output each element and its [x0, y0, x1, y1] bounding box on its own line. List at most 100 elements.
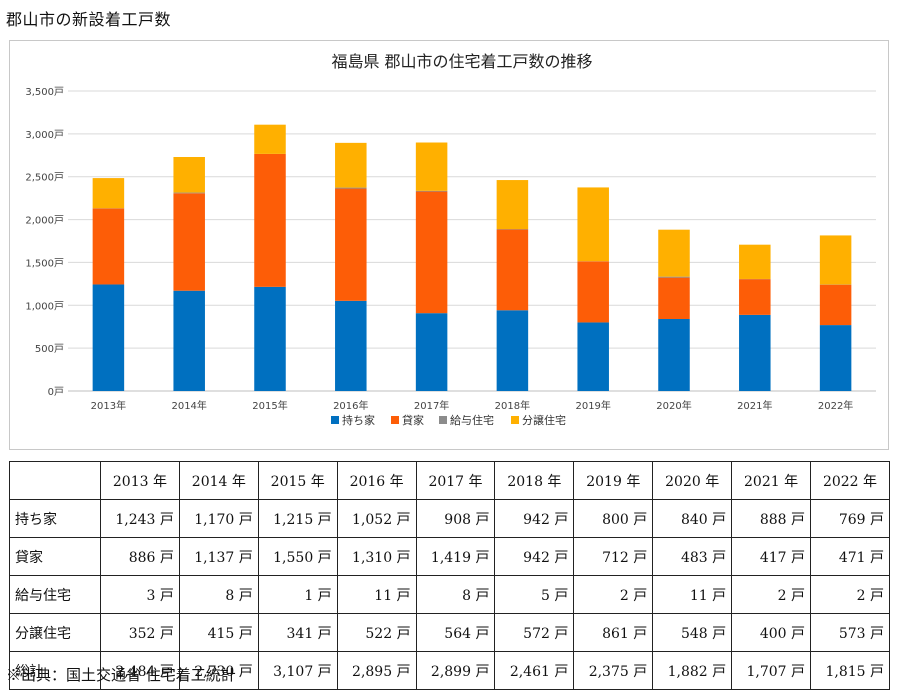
table-header-year: 2013 年 [100, 461, 180, 500]
y-tick-label: 0戸 [48, 386, 64, 398]
stacked-bar-chart: 福島県 郡山市の住宅着工戸数の推移 0戸 500戸 1,000戸 1,500戸 2,000… [25, 52, 876, 427]
bar-segment [254, 154, 286, 287]
bar-segment [335, 142, 367, 188]
table-cell: 522 戸 [336, 613, 417, 652]
y-tick-label: 2,500戸 [25, 172, 64, 184]
table-cell: 2,375 戸 [573, 651, 654, 690]
bar-segment [819, 284, 852, 326]
legend-swatch [439, 416, 447, 424]
bar-segment [658, 229, 690, 277]
bar-segment [92, 208, 125, 285]
bar-segment [658, 276, 690, 278]
table-cell: 2 戸 [731, 575, 812, 614]
table-header-year: 2015 年 [257, 461, 338, 500]
bar-segment [254, 286, 286, 391]
y-tick-label: 2,000戸 [25, 215, 64, 227]
table-header-year: 2019 年 [573, 461, 654, 500]
table-row-label: 給与住宅 [9, 575, 101, 614]
table-cell: 415 戸 [178, 613, 259, 652]
table-row: 持ち家 1,243 戸 1,170 戸 1,215 戸 1,052 戸 908 戸 942 … [9, 499, 890, 538]
table-cell: 886 戸 [100, 537, 180, 576]
bar-segment [496, 310, 529, 391]
bar-segment [658, 277, 690, 319]
table-cell: 5 戸 [494, 575, 575, 614]
table-cell: 400 戸 [731, 613, 812, 652]
bar-segment [92, 178, 125, 209]
bar-segment [577, 187, 609, 262]
table-cell: 2,895 戸 [336, 651, 417, 690]
data-table: 2013 年 2014 年 2015 年 2016 年 2017 年 2018 年 2019… [9, 461, 890, 690]
bar-segment [335, 187, 367, 189]
table-header-year: 2022 年 [810, 461, 890, 500]
table-header-year: 2016 年 [336, 461, 417, 500]
table-row-label: 分譲住宅 [9, 613, 101, 652]
x-tick-label: 2018年 [495, 399, 530, 412]
table-header-row: 2013 年 2014 年 2015 年 2016 年 2017 年 2018 年 2019… [9, 461, 890, 500]
table-cell: 3 戸 [100, 575, 180, 614]
table-cell: 2 戸 [810, 575, 890, 614]
table-cell: 1,550 戸 [257, 537, 338, 576]
bar-segment [92, 284, 125, 391]
x-tick-label: 2020年 [656, 399, 691, 412]
table-cell: 1,882 戸 [652, 651, 733, 690]
x-tick-label: 2021年 [737, 399, 772, 412]
table-cell: 1,052 戸 [336, 499, 417, 538]
table-cell: 2,484 戸 [100, 651, 180, 690]
y-tick-label: 500戸 [35, 343, 64, 355]
legend-label: 分譲住宅 [522, 413, 566, 427]
x-tick-label: 2019年 [575, 399, 610, 412]
chart-frame: 福島県 郡山市の住宅着工戸数の推移 0戸 500戸 1,000戸 1,500戸 2,000… [9, 40, 889, 450]
table-header-year: 2021 年 [731, 461, 812, 500]
y-tick-label: 3,500戸 [25, 86, 64, 98]
table-header-corner [9, 461, 101, 500]
table-cell: 1,137 戸 [178, 537, 259, 576]
table-cell: 1,310 戸 [336, 537, 417, 576]
x-tick-label: 2017年 [414, 399, 449, 412]
table-cell: 2,899 戸 [415, 651, 496, 690]
table-cell: 548 戸 [652, 613, 733, 652]
table-cell: 942 戸 [494, 499, 575, 538]
legend-swatch [511, 416, 519, 424]
footnote: ※出典：国土交通省 住宅着工統計 [6, 666, 236, 684]
table-cell: 2 戸 [573, 575, 654, 614]
x-tick-label: 2013年 [91, 399, 126, 412]
table-cell: 1,419 戸 [415, 537, 496, 576]
table-cell: 1,215 戸 [257, 499, 338, 538]
x-tick-label: 2022年 [818, 399, 853, 412]
table-cell: 888 戸 [731, 499, 812, 538]
bar-segment [415, 190, 448, 192]
table-cell: 483 戸 [652, 537, 733, 576]
table-cell: 800 戸 [573, 499, 654, 538]
table-cell: 942 戸 [494, 537, 575, 576]
table-cell: 3,107 戸 [257, 651, 338, 690]
legend-label: 貸家 [402, 413, 424, 427]
bar-segment [658, 319, 690, 391]
table-cell: 573 戸 [810, 613, 890, 652]
table-cell: 2,730 戸 [178, 651, 259, 690]
x-tick-label: 2016年 [333, 399, 368, 412]
legend-swatch [391, 416, 399, 424]
table-cell: 1,170 戸 [178, 499, 259, 538]
table-header-year: 2014 年 [178, 461, 259, 500]
table-cell: 1 戸 [257, 575, 338, 614]
bar-segment [819, 325, 852, 391]
table-cell: 1,707 戸 [731, 651, 812, 690]
bar-segment [173, 157, 205, 193]
table-header-year: 2018 年 [494, 461, 575, 500]
bar-segment [173, 192, 205, 194]
bar-segment [739, 244, 771, 279]
table-row: 貸家 886 戸 1,137 戸 1,550 戸 1,310 戸 1,419 戸 942 戸… [9, 537, 890, 576]
legend-swatch [331, 416, 339, 424]
table-cell: 564 戸 [415, 613, 496, 652]
table-cell: 341 戸 [257, 613, 338, 652]
y-tick-label: 3,000戸 [25, 129, 64, 141]
x-tick-label: 2015年 [252, 399, 287, 412]
table-header-year: 2020 年 [652, 461, 733, 500]
table-cell: 712 戸 [573, 537, 654, 576]
bar-segment [577, 322, 609, 391]
page-title: 郡山市の新設着工戸数 [6, 10, 172, 29]
table-cell: 11 戸 [652, 575, 733, 614]
table-row: 総計 2,484 戸 2,730 戸 3,107 戸 2,895 戸 2,899 戸 2,4… [9, 651, 890, 690]
table-cell: 1,815 戸 [810, 651, 890, 690]
